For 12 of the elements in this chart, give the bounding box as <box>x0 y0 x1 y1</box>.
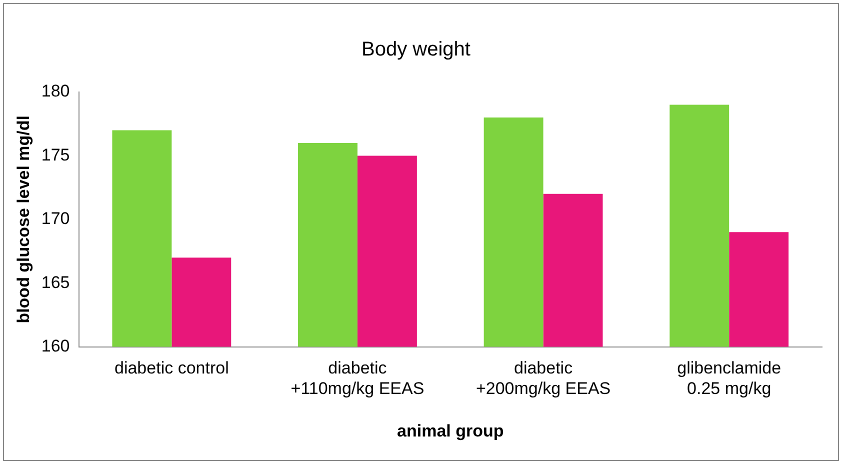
x-tick-label: glibenclamide 0.25 mg/kg <box>677 358 782 398</box>
y-tick-label: 175 <box>41 145 70 164</box>
x-tick-label: diabetic control <box>114 358 229 378</box>
x-axis-title: animal group <box>397 421 504 440</box>
x-tick-label: diabetic +200mg/kg EEAS <box>476 358 611 398</box>
y-axis-title: blood glucose level mg/dl <box>14 115 33 324</box>
chart-title: Body weight <box>362 38 471 61</box>
y-tick-label: 170 <box>41 209 70 228</box>
x-tick-label: diabetic +110mg/kg EEAS <box>290 358 424 398</box>
y-tick-label: 165 <box>41 272 70 292</box>
y-tick-label: 160 <box>41 336 70 356</box>
y-tick-label: 180 <box>41 82 70 101</box>
